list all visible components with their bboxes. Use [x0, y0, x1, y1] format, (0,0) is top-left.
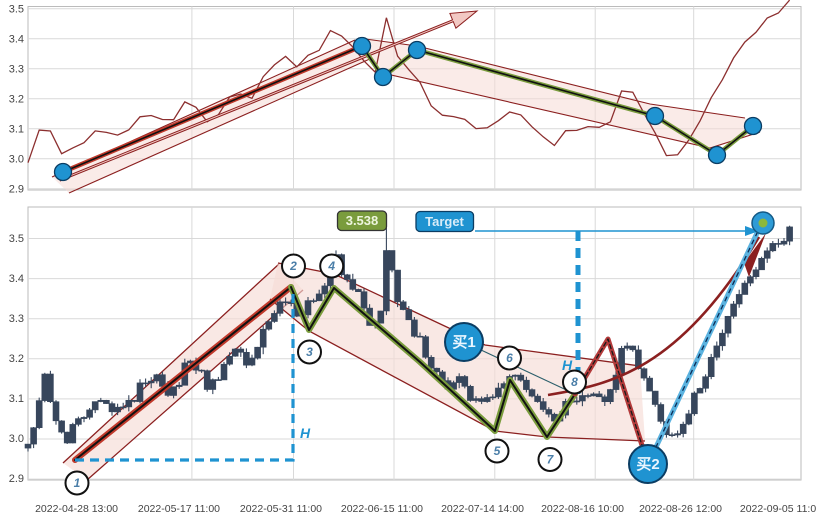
svg-text:2022-09-05 11:00: 2022-09-05 11:00 — [740, 503, 816, 515]
svg-text:买1: 买1 — [452, 334, 475, 351]
svg-text:3.5: 3.5 — [9, 233, 24, 245]
svg-text:2.9: 2.9 — [9, 184, 24, 196]
svg-text:2022-06-15 11:00: 2022-06-15 11:00 — [341, 503, 423, 515]
svg-text:5: 5 — [494, 444, 501, 458]
svg-text:3.0: 3.0 — [9, 433, 24, 445]
svg-text:3.4: 3.4 — [9, 273, 24, 285]
svg-text:3.3: 3.3 — [9, 64, 24, 76]
svg-text:3.3: 3.3 — [9, 313, 24, 325]
svg-text:3.5: 3.5 — [9, 4, 24, 16]
svg-text:2022-08-26 12:00: 2022-08-26 12:00 — [639, 503, 722, 515]
svg-text:2022-05-17 11:00: 2022-05-17 11:00 — [138, 503, 220, 515]
svg-text:H: H — [300, 425, 311, 441]
svg-text:Target: Target — [425, 214, 464, 229]
svg-text:1: 1 — [74, 476, 81, 490]
svg-text:2.9: 2.9 — [9, 473, 24, 485]
svg-text:3.1: 3.1 — [9, 124, 24, 136]
svg-text:3.0: 3.0 — [9, 154, 24, 166]
svg-text:3: 3 — [306, 345, 313, 359]
svg-text:2022-08-16 10:00: 2022-08-16 10:00 — [541, 503, 624, 515]
svg-text:3.1: 3.1 — [9, 393, 24, 405]
svg-text:2: 2 — [289, 259, 297, 273]
svg-text:4: 4 — [327, 259, 335, 273]
svg-text:3.2: 3.2 — [9, 94, 24, 106]
svg-text:3.2: 3.2 — [9, 353, 24, 365]
svg-text:8: 8 — [571, 375, 578, 389]
svg-text:买2: 买2 — [636, 456, 659, 473]
svg-text:3.4: 3.4 — [9, 34, 24, 46]
svg-text:6: 6 — [506, 351, 513, 365]
svg-text:2022-05-31 11:00: 2022-05-31 11:00 — [240, 503, 322, 515]
svg-text:2022-07-14 14:00: 2022-07-14 14:00 — [441, 503, 524, 515]
svg-text:3.538: 3.538 — [346, 213, 379, 228]
svg-text:2022-04-28 13:00: 2022-04-28 13:00 — [35, 503, 118, 515]
